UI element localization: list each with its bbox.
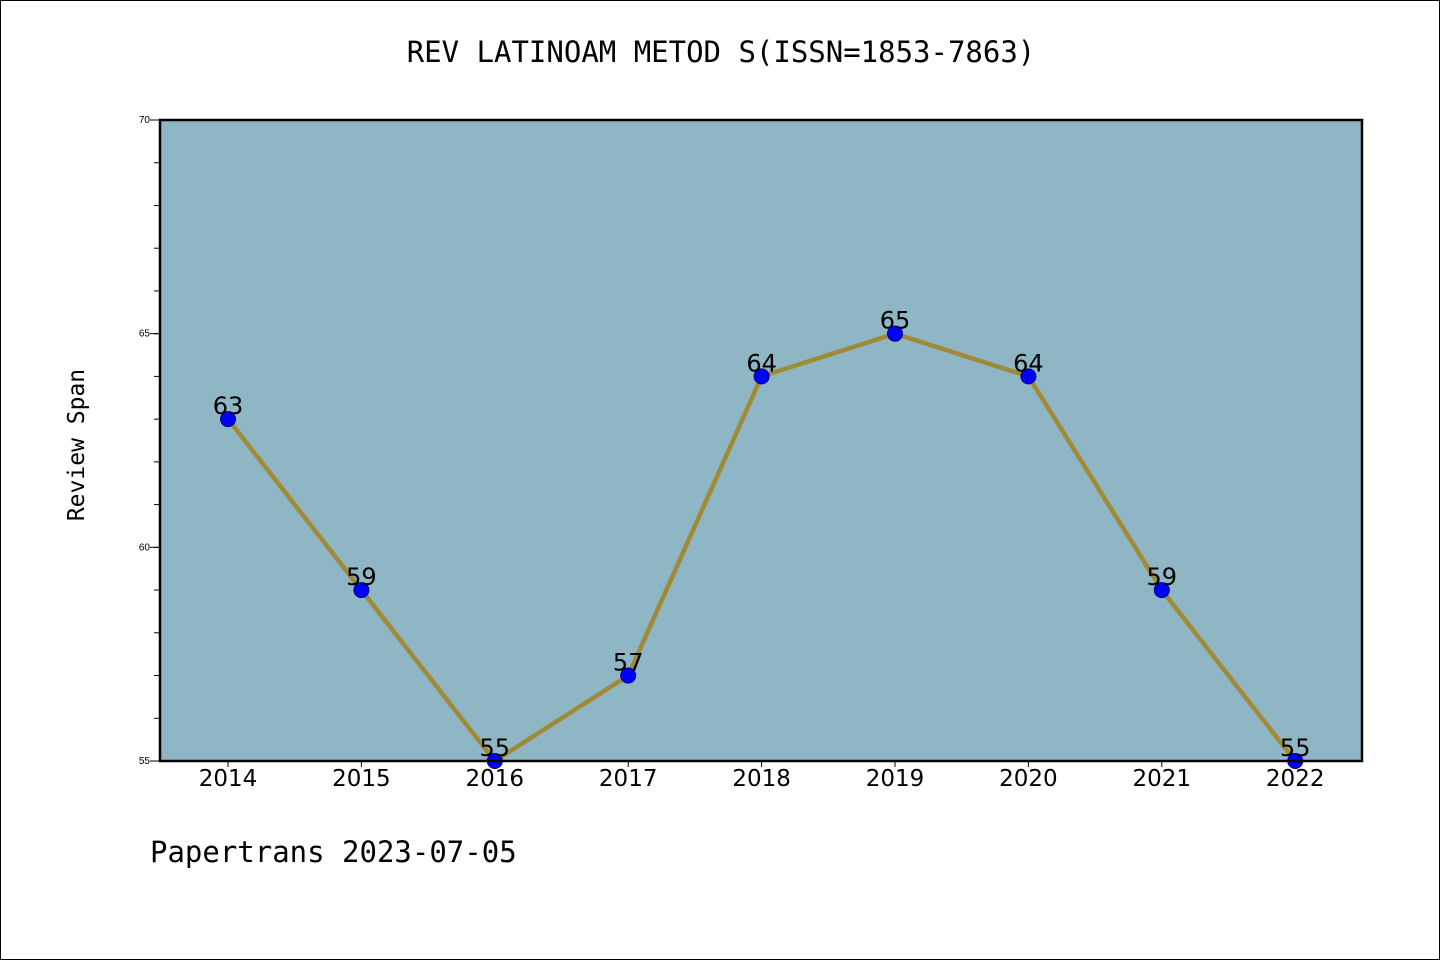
x-tick-label: 2018 <box>732 766 791 792</box>
y-tick-label: 70 <box>139 115 151 126</box>
data-label: 59 <box>1147 563 1178 591</box>
y-tick-label: 55 <box>139 756 151 767</box>
data-point <box>887 325 903 342</box>
data-label: 64 <box>1013 349 1044 377</box>
data-point <box>753 368 770 385</box>
x-tick-label: 2015 <box>332 766 391 792</box>
x-tick-label: 2019 <box>866 766 925 792</box>
x-tick-label: 2022 <box>1266 766 1325 792</box>
data-label: 55 <box>480 734 511 762</box>
data-point <box>353 582 370 599</box>
x-tick-label: 2014 <box>199 766 258 792</box>
data-label: 65 <box>880 307 911 335</box>
footer-credit: Papertrans 2023-07-05 <box>150 835 517 869</box>
plot-area <box>160 120 1362 761</box>
plot-frame <box>158 118 1364 763</box>
data-label: 63 <box>213 392 244 420</box>
data-point <box>1153 582 1170 599</box>
data-point <box>220 411 236 428</box>
chart-title: REV LATINOAM METOD S(ISSN=1853-7863) <box>406 35 1036 69</box>
data-label: 64 <box>746 349 777 377</box>
x-tick-label: 2017 <box>599 766 658 792</box>
data-label: 55 <box>1280 734 1311 762</box>
x-tick-label: 2021 <box>1133 766 1192 792</box>
x-tick-label: 2020 <box>999 766 1058 792</box>
data-point <box>1020 368 1037 385</box>
data-label: 57 <box>613 649 644 677</box>
y-tick-label: 65 <box>139 329 151 340</box>
x-tick-label: 2016 <box>466 766 525 792</box>
data-point <box>620 667 637 684</box>
y-tick-label: 60 <box>139 542 151 553</box>
data-label: 59 <box>346 563 377 591</box>
